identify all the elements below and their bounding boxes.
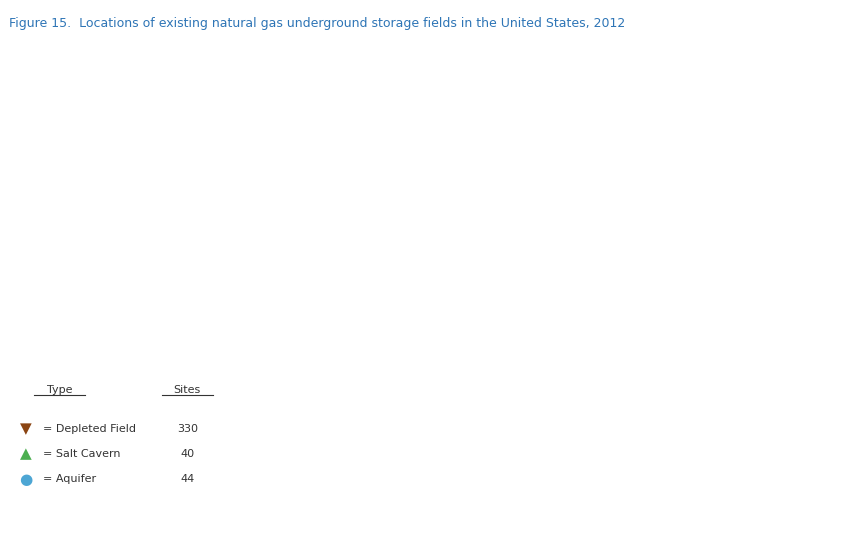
Text: Type: Type <box>47 385 72 395</box>
Text: Sites: Sites <box>174 385 201 395</box>
Text: = Salt Cavern: = Salt Cavern <box>43 449 120 459</box>
Text: ▲: ▲ <box>20 447 31 461</box>
Text: ▼: ▼ <box>20 422 31 436</box>
Text: Figure 15.  Locations of existing natural gas underground storage fields in the : Figure 15. Locations of existing natural… <box>9 17 625 30</box>
Text: 330: 330 <box>177 424 197 434</box>
Text: 40: 40 <box>180 449 194 459</box>
Text: 44: 44 <box>180 474 194 484</box>
Text: = Aquifer: = Aquifer <box>43 474 95 484</box>
Text: ●: ● <box>19 472 32 486</box>
Text: = Depleted Field: = Depleted Field <box>43 424 135 434</box>
